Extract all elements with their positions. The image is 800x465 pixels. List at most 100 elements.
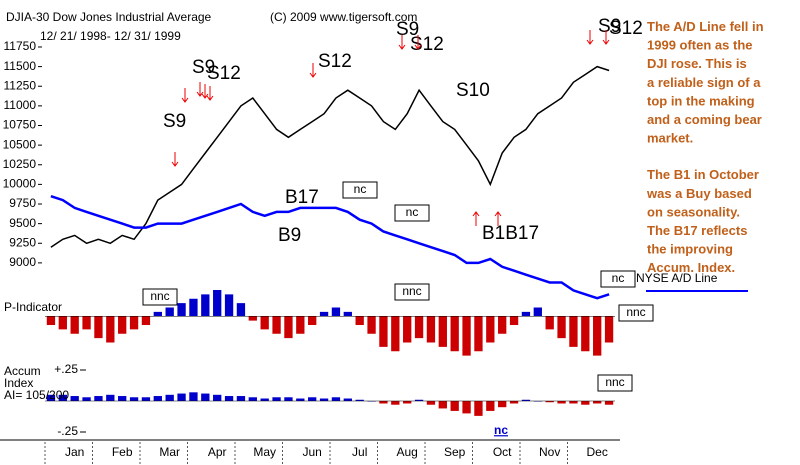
bar	[545, 401, 554, 403]
bar	[70, 316, 79, 334]
annotation: nnc	[402, 284, 421, 298]
label-box	[618, 304, 654, 322]
bar	[438, 316, 447, 347]
bar	[557, 401, 566, 404]
bar	[82, 397, 91, 401]
bar	[236, 303, 246, 317]
y-tick-label: 9500	[9, 216, 36, 230]
signal-arrow	[472, 211, 480, 226]
bar	[438, 401, 447, 409]
signal-arrow	[494, 211, 502, 226]
note-line: DJI rose. This is	[647, 56, 747, 71]
bar	[604, 316, 614, 343]
x-tick-label: Feb	[112, 445, 133, 459]
signal-arrow	[181, 88, 189, 103]
bar	[604, 401, 614, 405]
bar	[509, 316, 519, 325]
bar	[106, 316, 115, 343]
bar	[70, 396, 79, 401]
bar	[189, 392, 198, 401]
annotation: nc	[354, 182, 367, 196]
y-tick-label: 9000	[9, 255, 36, 269]
bar	[224, 294, 234, 317]
y-tick-label: 10000	[3, 177, 37, 191]
annotation: S12	[410, 34, 444, 55]
note-line: The A/D Line fell in	[647, 19, 764, 34]
note-line: was a Buy based	[646, 186, 752, 201]
signal-arrow	[206, 86, 214, 101]
bar	[343, 311, 352, 317]
signal-arrow	[196, 82, 204, 97]
bar	[355, 316, 364, 325]
bar	[391, 401, 400, 405]
signal-arrow	[201, 84, 209, 99]
note-line: the improving	[647, 242, 733, 257]
bar	[129, 397, 139, 401]
bar	[236, 396, 246, 401]
signal-arrow	[586, 30, 594, 45]
y-tick-label: 11750	[4, 39, 37, 53]
signal-arrow	[171, 152, 179, 167]
annotation: S12	[318, 51, 352, 72]
panel-title: AI= 105/200	[4, 388, 69, 402]
bar	[474, 401, 483, 416]
bar	[296, 398, 305, 401]
date-range: 12/ 21/ 1998- 12/ 31/ 1999	[40, 29, 181, 43]
bar	[486, 316, 495, 343]
note-line: market.	[647, 131, 693, 146]
signal-arrow	[602, 30, 610, 45]
bar	[450, 401, 459, 411]
bar	[319, 398, 329, 401]
label-box	[342, 181, 378, 199]
note-line: on seasonality.	[647, 204, 740, 219]
bar	[272, 397, 281, 401]
bar	[593, 401, 602, 404]
bar	[46, 394, 56, 401]
bar	[260, 316, 269, 330]
signal-arrow	[414, 35, 422, 50]
bar	[284, 316, 293, 339]
bar	[403, 316, 412, 343]
x-tick-label: Mar	[159, 445, 180, 459]
x-tick-label: Sep	[444, 445, 466, 459]
bar	[486, 401, 495, 411]
x-tick-label: Aug	[397, 445, 418, 459]
y-tick-label: 10750	[3, 118, 37, 132]
bar	[403, 401, 412, 404]
note-line: top in the making	[647, 93, 755, 108]
bar	[141, 397, 151, 401]
bar	[319, 311, 329, 317]
panel-title: Accum	[4, 364, 41, 378]
annotation: nnc	[605, 375, 624, 389]
annotation: B1B17	[482, 223, 539, 244]
bar	[414, 399, 424, 401]
bar	[498, 316, 507, 334]
note-line: The B1 in October	[647, 167, 759, 182]
bar	[141, 316, 151, 325]
bar	[118, 396, 127, 401]
bar	[569, 401, 578, 404]
annotation: B9	[278, 225, 301, 246]
label-box	[600, 270, 636, 288]
annotation: S9	[396, 19, 419, 40]
copyright: (C) 2009 www.tigersoft.com	[270, 10, 417, 24]
annotation: nnc	[150, 289, 169, 303]
annotation: nnc	[626, 305, 645, 319]
bar	[426, 316, 436, 343]
bar	[331, 397, 341, 401]
panel-title: P-Indicator	[4, 300, 62, 314]
annotation: nc	[406, 205, 419, 219]
bar	[129, 316, 139, 330]
label-box	[394, 283, 430, 301]
bar	[284, 397, 293, 401]
annotation: S10	[456, 80, 490, 101]
bar	[260, 398, 269, 401]
bar	[58, 316, 67, 330]
annotation: nc	[612, 271, 625, 285]
signal-arrow	[309, 63, 317, 78]
bar	[462, 316, 471, 356]
x-tick-label: Dec	[587, 445, 608, 459]
note-line: The B17 reflects	[647, 223, 747, 238]
bar	[201, 294, 210, 317]
bar	[153, 311, 162, 317]
